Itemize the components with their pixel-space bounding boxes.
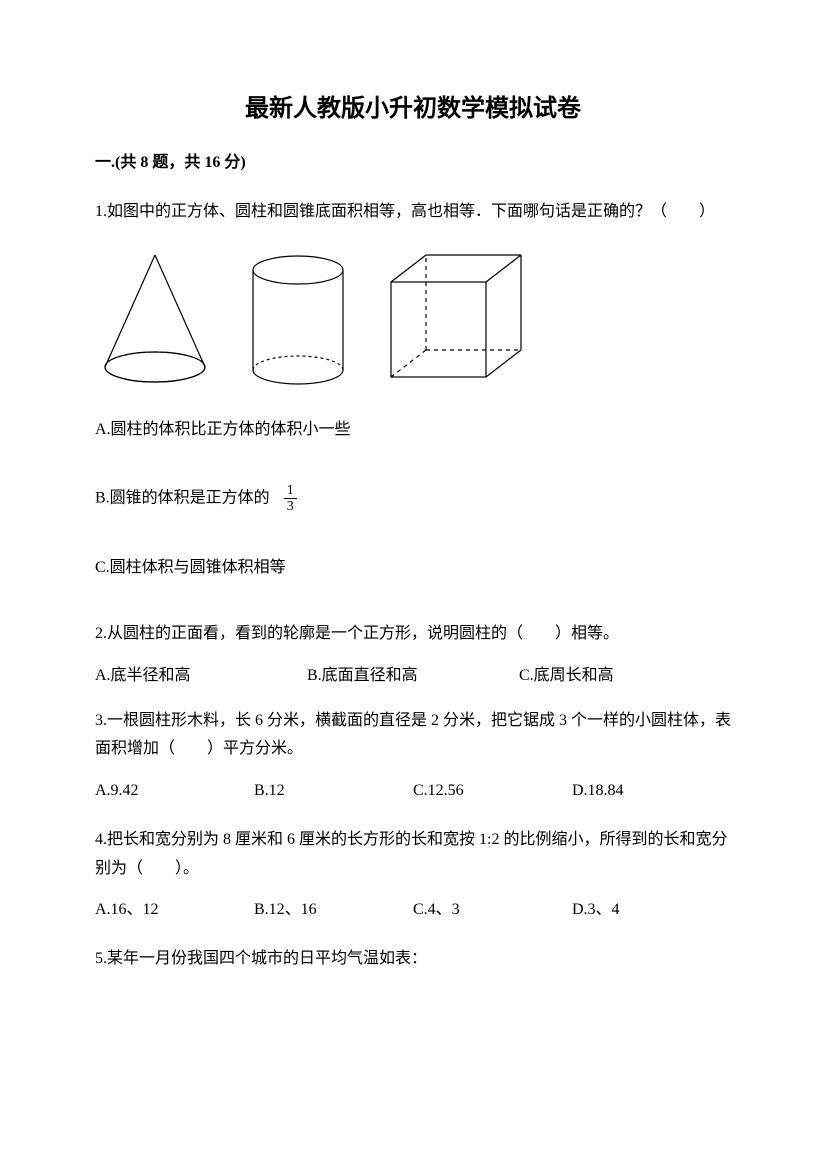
q2-option-a: A.底半径和高 — [95, 663, 307, 689]
question-3: 3.一根圆柱形木料，长 6 分米，横截面的直径是 2 分米，把它锯成 3 个一样… — [95, 707, 731, 765]
q2-option-b: B.底面直径和高 — [307, 663, 519, 689]
q4-option-a: A.16、12 — [95, 897, 254, 923]
fraction-numerator: 1 — [284, 483, 297, 499]
q4-option-c: C.4、3 — [413, 897, 572, 923]
fraction-denominator: 3 — [284, 499, 297, 514]
q2-option-c: C.底周长和高 — [519, 663, 731, 689]
q4-option-b: B.12、16 — [254, 897, 413, 923]
cone-shape — [95, 247, 215, 387]
q4-option-d: D.3、4 — [572, 897, 731, 923]
q1-option-a: A.圆柱的体积比正方体的体积小一些 — [95, 417, 731, 443]
page-title: 最新人教版小升初数学模拟试卷 — [95, 90, 731, 128]
q3-option-d: D.18.84 — [572, 778, 731, 804]
fraction-one-third: 1 3 — [284, 483, 297, 515]
q3-option-a: A.9.42 — [95, 778, 254, 804]
shapes-figure — [95, 247, 731, 387]
cylinder-shape — [243, 252, 353, 387]
q3-option-b: B.12 — [254, 778, 413, 804]
q3-option-c: C.12.56 — [413, 778, 572, 804]
q1-option-c: C.圆柱体积与圆锥体积相等 — [95, 555, 731, 581]
question-4: 4.把长和宽分别为 8 厘米和 6 厘米的长方形的长和宽按 1:2 的比例缩小，… — [95, 826, 731, 884]
question-5: 5.某年一月份我国四个城市的日平均气温如表： — [95, 945, 731, 974]
q1-option-b-text: B.圆锥的体积是正方体的 — [95, 489, 270, 506]
section-1-header: 一.(共 8 题，共 16 分) — [95, 150, 731, 176]
q2-options: A.底半径和高 B.底面直径和高 C.底周长和高 — [95, 663, 731, 689]
question-1: 1.如图中的正方体、圆柱和圆锥底面积相等，高也相等．下面哪句话是正确的？（ ） — [95, 194, 731, 229]
q1-option-b: B.圆锥的体积是正方体的 1 3 — [95, 483, 731, 515]
q3-options: A.9.42 B.12 C.12.56 D.18.84 — [95, 778, 731, 804]
cube-shape — [381, 247, 531, 387]
q4-options: A.16、12 B.12、16 C.4、3 D.3、4 — [95, 897, 731, 923]
question-2: 2.从圆柱的正面看，看到的轮廓是一个正方形，说明圆柱的（ ）相等。 — [95, 620, 731, 649]
